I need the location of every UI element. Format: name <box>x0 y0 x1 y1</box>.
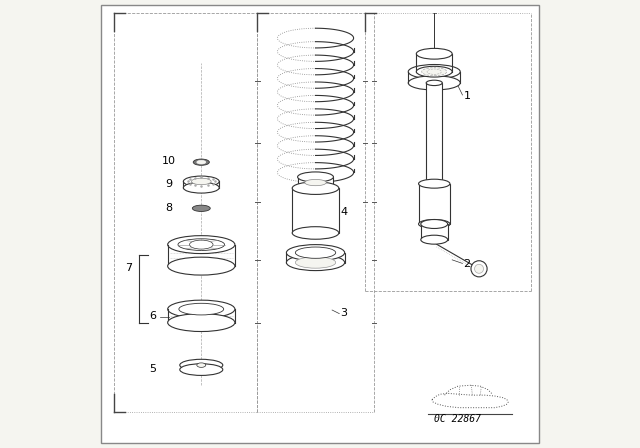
Ellipse shape <box>295 247 336 258</box>
Bar <box>287 253 344 263</box>
Ellipse shape <box>305 180 326 186</box>
Text: 10: 10 <box>163 156 176 166</box>
Ellipse shape <box>184 176 220 187</box>
Ellipse shape <box>427 69 442 74</box>
Bar <box>292 188 339 233</box>
Text: 6: 6 <box>149 311 156 321</box>
Text: 0C 22867: 0C 22867 <box>435 414 481 424</box>
Ellipse shape <box>189 240 213 249</box>
Ellipse shape <box>426 80 442 86</box>
Ellipse shape <box>184 182 220 193</box>
Ellipse shape <box>419 179 450 188</box>
Ellipse shape <box>426 181 442 186</box>
Text: 1: 1 <box>463 90 470 100</box>
Ellipse shape <box>422 68 447 76</box>
Ellipse shape <box>292 182 339 194</box>
Ellipse shape <box>168 314 235 332</box>
Text: 2: 2 <box>463 258 470 268</box>
Ellipse shape <box>168 236 235 254</box>
Ellipse shape <box>178 239 225 250</box>
Bar <box>184 181 219 188</box>
Bar <box>419 184 450 224</box>
Ellipse shape <box>298 172 333 182</box>
Ellipse shape <box>180 359 223 371</box>
Text: 4: 4 <box>340 207 348 217</box>
Ellipse shape <box>193 205 211 211</box>
Ellipse shape <box>197 363 206 367</box>
Bar <box>417 55 452 72</box>
Ellipse shape <box>421 235 448 244</box>
Ellipse shape <box>168 300 235 318</box>
Ellipse shape <box>193 159 209 165</box>
Ellipse shape <box>421 220 448 228</box>
Text: 8: 8 <box>165 202 173 212</box>
Ellipse shape <box>419 220 450 228</box>
Ellipse shape <box>292 227 339 239</box>
Ellipse shape <box>298 183 333 193</box>
Bar <box>180 365 223 370</box>
Ellipse shape <box>417 48 452 59</box>
Ellipse shape <box>408 65 460 79</box>
Ellipse shape <box>408 76 460 90</box>
Ellipse shape <box>287 254 344 271</box>
Text: 7: 7 <box>125 263 132 273</box>
Text: 3: 3 <box>340 308 347 318</box>
Ellipse shape <box>474 264 484 273</box>
Bar <box>426 83 442 184</box>
Ellipse shape <box>179 317 224 328</box>
Ellipse shape <box>179 303 224 315</box>
Text: 9: 9 <box>165 179 173 189</box>
Ellipse shape <box>168 257 235 275</box>
Ellipse shape <box>295 257 336 268</box>
Bar <box>421 224 448 240</box>
Ellipse shape <box>417 66 452 77</box>
Bar <box>408 72 460 83</box>
Bar <box>168 245 235 266</box>
Ellipse shape <box>471 261 487 277</box>
Bar <box>168 309 235 323</box>
Bar <box>298 177 333 188</box>
Ellipse shape <box>191 178 211 185</box>
Text: 5: 5 <box>149 364 156 374</box>
Ellipse shape <box>180 364 223 375</box>
Ellipse shape <box>197 160 206 164</box>
Ellipse shape <box>287 245 344 261</box>
